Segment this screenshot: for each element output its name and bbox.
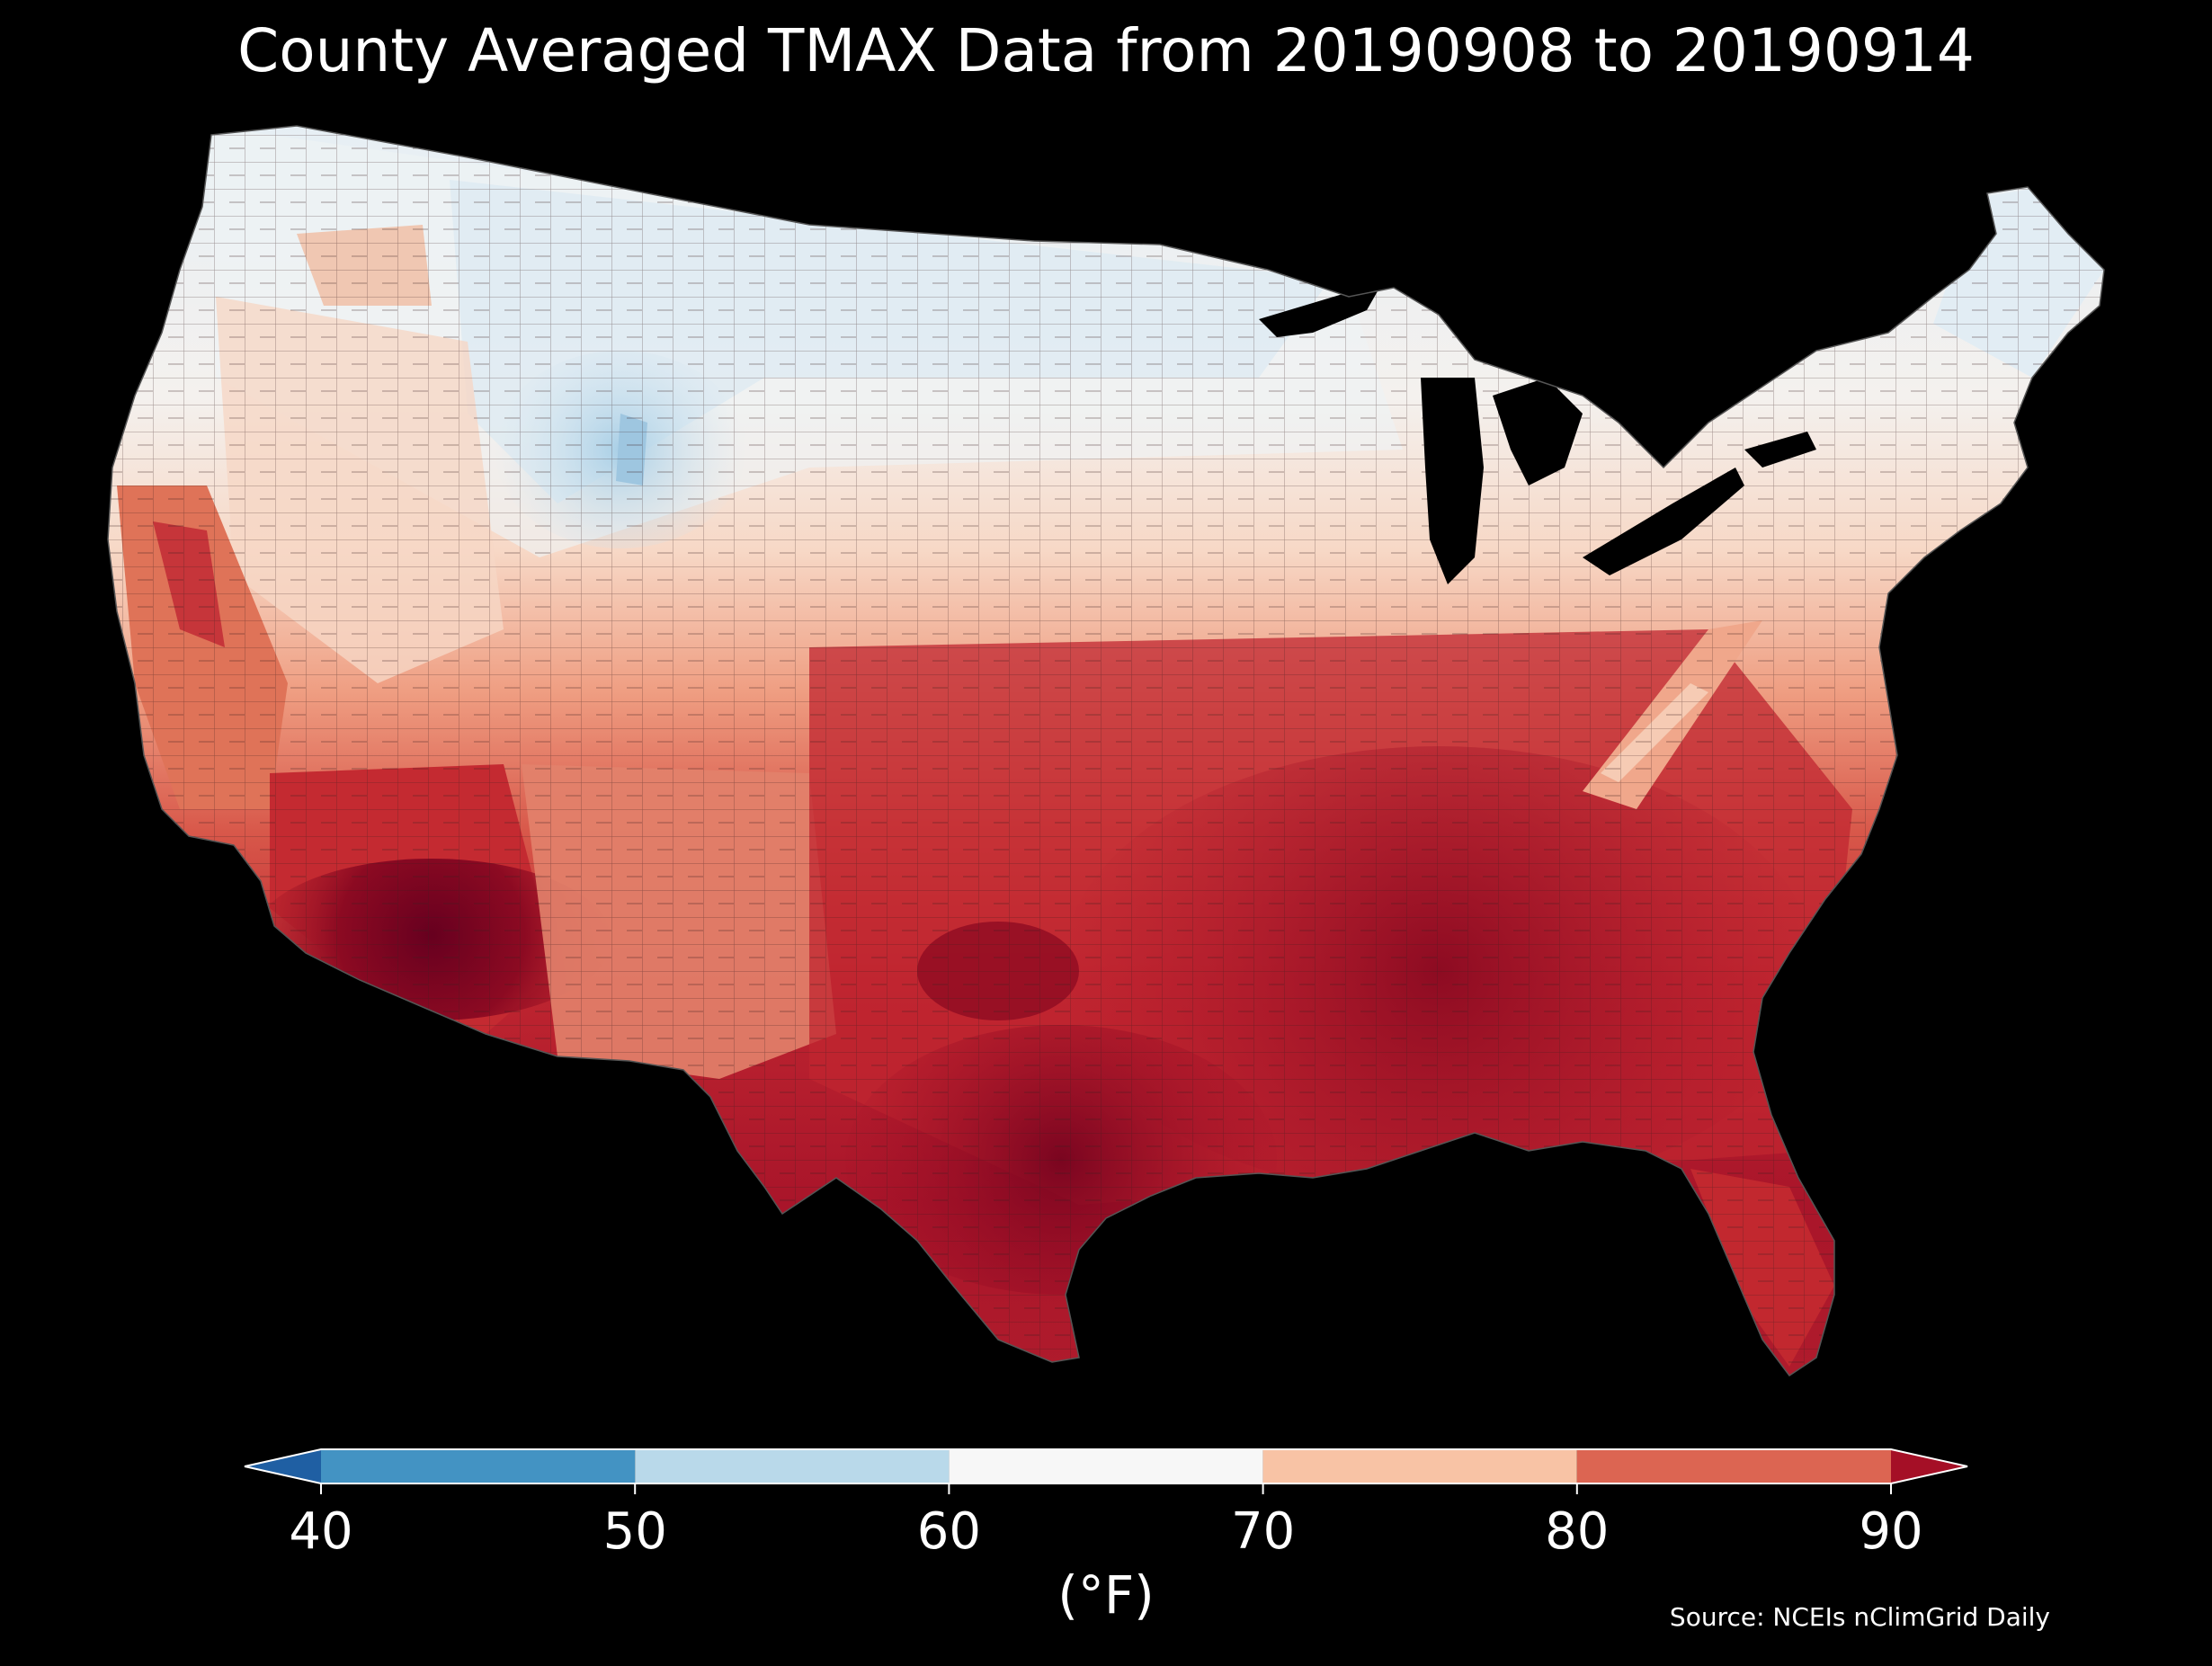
colorbar-tick-label: 70 [1231, 1502, 1295, 1561]
colorbar-under-arrow [245, 1449, 321, 1483]
colorbar-tick-label: 90 [1859, 1502, 1922, 1561]
map-title: County Averaged TMAX Data from 20190908 … [237, 16, 1975, 85]
colorbar-bin-70-80 [1262, 1449, 1577, 1483]
great-lakes [1259, 279, 1816, 584]
colorbar-unit-label: (°F) [1057, 1564, 1155, 1626]
colorbar-tick-label: 40 [289, 1502, 352, 1561]
colorbar-tick-label: 50 [603, 1502, 667, 1561]
colorbar-over-arrow [1891, 1449, 1967, 1483]
source-credit: Source: NCEIs nClimGrid Daily [1669, 1602, 2050, 1632]
colorbar-bin-60-70 [949, 1449, 1263, 1483]
colorbar-bin-40-50 [321, 1449, 636, 1483]
colorbar-bin-50-60 [635, 1449, 950, 1483]
colorbar-tick-label: 60 [917, 1502, 981, 1561]
colorbar-bin-80-90 [1576, 1449, 1891, 1483]
colorbar-tick-label: 80 [1545, 1502, 1609, 1561]
